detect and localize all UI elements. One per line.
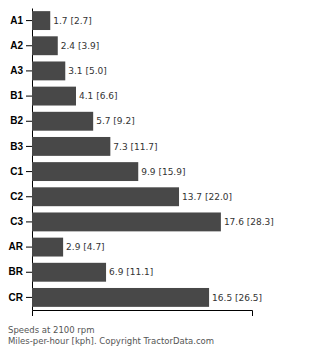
data-label: 17.6 [28.3] [224, 217, 274, 227]
y-tick-mark [26, 196, 32, 197]
y-tick: CR [9, 292, 32, 303]
y-tick-label: C3 [10, 216, 23, 227]
y-tick-label: A1 [10, 15, 23, 26]
plot: A1 A2 A3 B1 B2 B3 C1 C2 C3 AR BR CR 1.7 [2.7] 2.4 [3.… [9, 9, 274, 317]
y-tick-mark [26, 96, 32, 97]
data-label: 4.1 [6.6] [79, 91, 118, 101]
y-tick-label: AR [9, 241, 24, 252]
y-tick-label: CR [9, 292, 24, 303]
y-tick: C1 [10, 166, 32, 177]
y-tick-label: A3 [10, 65, 23, 76]
footer-note: Miles-per-hour [kph]. Copyright TractorD… [8, 336, 214, 346]
data-label: 1.7 [2.7] [53, 16, 92, 26]
data-labels: 1.7 [2.7] 2.4 [3.9] 3.1 [5.0] 4.1 [6.6] 5.7 … [53, 16, 274, 303]
y-tick-label: A2 [10, 40, 23, 51]
x-axis-line [33, 311, 253, 317]
bar [32, 36, 58, 55]
y-tick: A1 [10, 15, 32, 26]
y-tick-label: C2 [10, 191, 23, 202]
y-tick-label: B1 [10, 90, 23, 101]
data-label: 16.5 [26.5] [212, 293, 262, 303]
y-tick: A3 [10, 65, 32, 76]
bar [32, 263, 106, 282]
y-tick-label: B3 [10, 141, 23, 152]
data-label: 6.9 [11.1] [109, 267, 153, 277]
data-label: 13.7 [22.0] [182, 192, 232, 202]
x-axis [33, 311, 253, 317]
bar [32, 288, 209, 307]
y-tick: AR [9, 241, 32, 252]
chart: A1 A2 A3 B1 B2 B3 C1 C2 C3 AR BR CR 1.7 [2.7] 2.4 [3.… [0, 0, 310, 350]
data-label: 7.3 [11.7] [113, 142, 157, 152]
y-tick: B1 [10, 90, 32, 101]
y-tick-mark [26, 146, 32, 147]
y-tick: C3 [10, 216, 32, 227]
y-tick-mark [26, 171, 32, 172]
bars [32, 11, 221, 307]
y-tick-label: C1 [10, 166, 23, 177]
y-tick-mark [26, 221, 32, 222]
data-label: 2.4 [3.9] [61, 41, 100, 51]
y-tick-mark [26, 70, 32, 71]
y-tick: B2 [10, 115, 32, 126]
y-tick-mark [26, 247, 32, 248]
data-label: 9.9 [15.9] [141, 167, 185, 177]
y-tick-mark [26, 121, 32, 122]
bar [32, 137, 110, 156]
footer-note: Speeds at 2100 rpm [8, 325, 95, 335]
data-label: 5.7 [9.2] [96, 116, 135, 126]
bar [32, 87, 76, 106]
y-tick-mark [26, 45, 32, 46]
y-tick-mark [26, 297, 32, 298]
bar [32, 187, 179, 206]
bar [32, 212, 221, 231]
y-tick-label: BR [9, 266, 24, 277]
y-axis: A1 A2 A3 B1 B2 B3 C1 C2 C3 AR BR CR [9, 9, 33, 311]
bar [32, 238, 63, 257]
y-tick: C2 [10, 191, 32, 202]
y-tick-label: B2 [10, 115, 23, 126]
y-tick: A2 [10, 40, 32, 51]
data-label: 3.1 [5.0] [68, 66, 107, 76]
y-tick-mark [26, 20, 32, 21]
y-tick-mark [26, 272, 32, 273]
footer: Speeds at 2100 rpmMiles-per-hour [kph]. … [8, 325, 214, 346]
y-tick: BR [9, 266, 32, 277]
bar [32, 162, 138, 181]
bar [32, 112, 93, 131]
y-tick: B3 [10, 141, 32, 152]
bar [32, 61, 65, 80]
data-label: 2.9 [4.7] [66, 242, 105, 252]
bar [32, 11, 50, 30]
